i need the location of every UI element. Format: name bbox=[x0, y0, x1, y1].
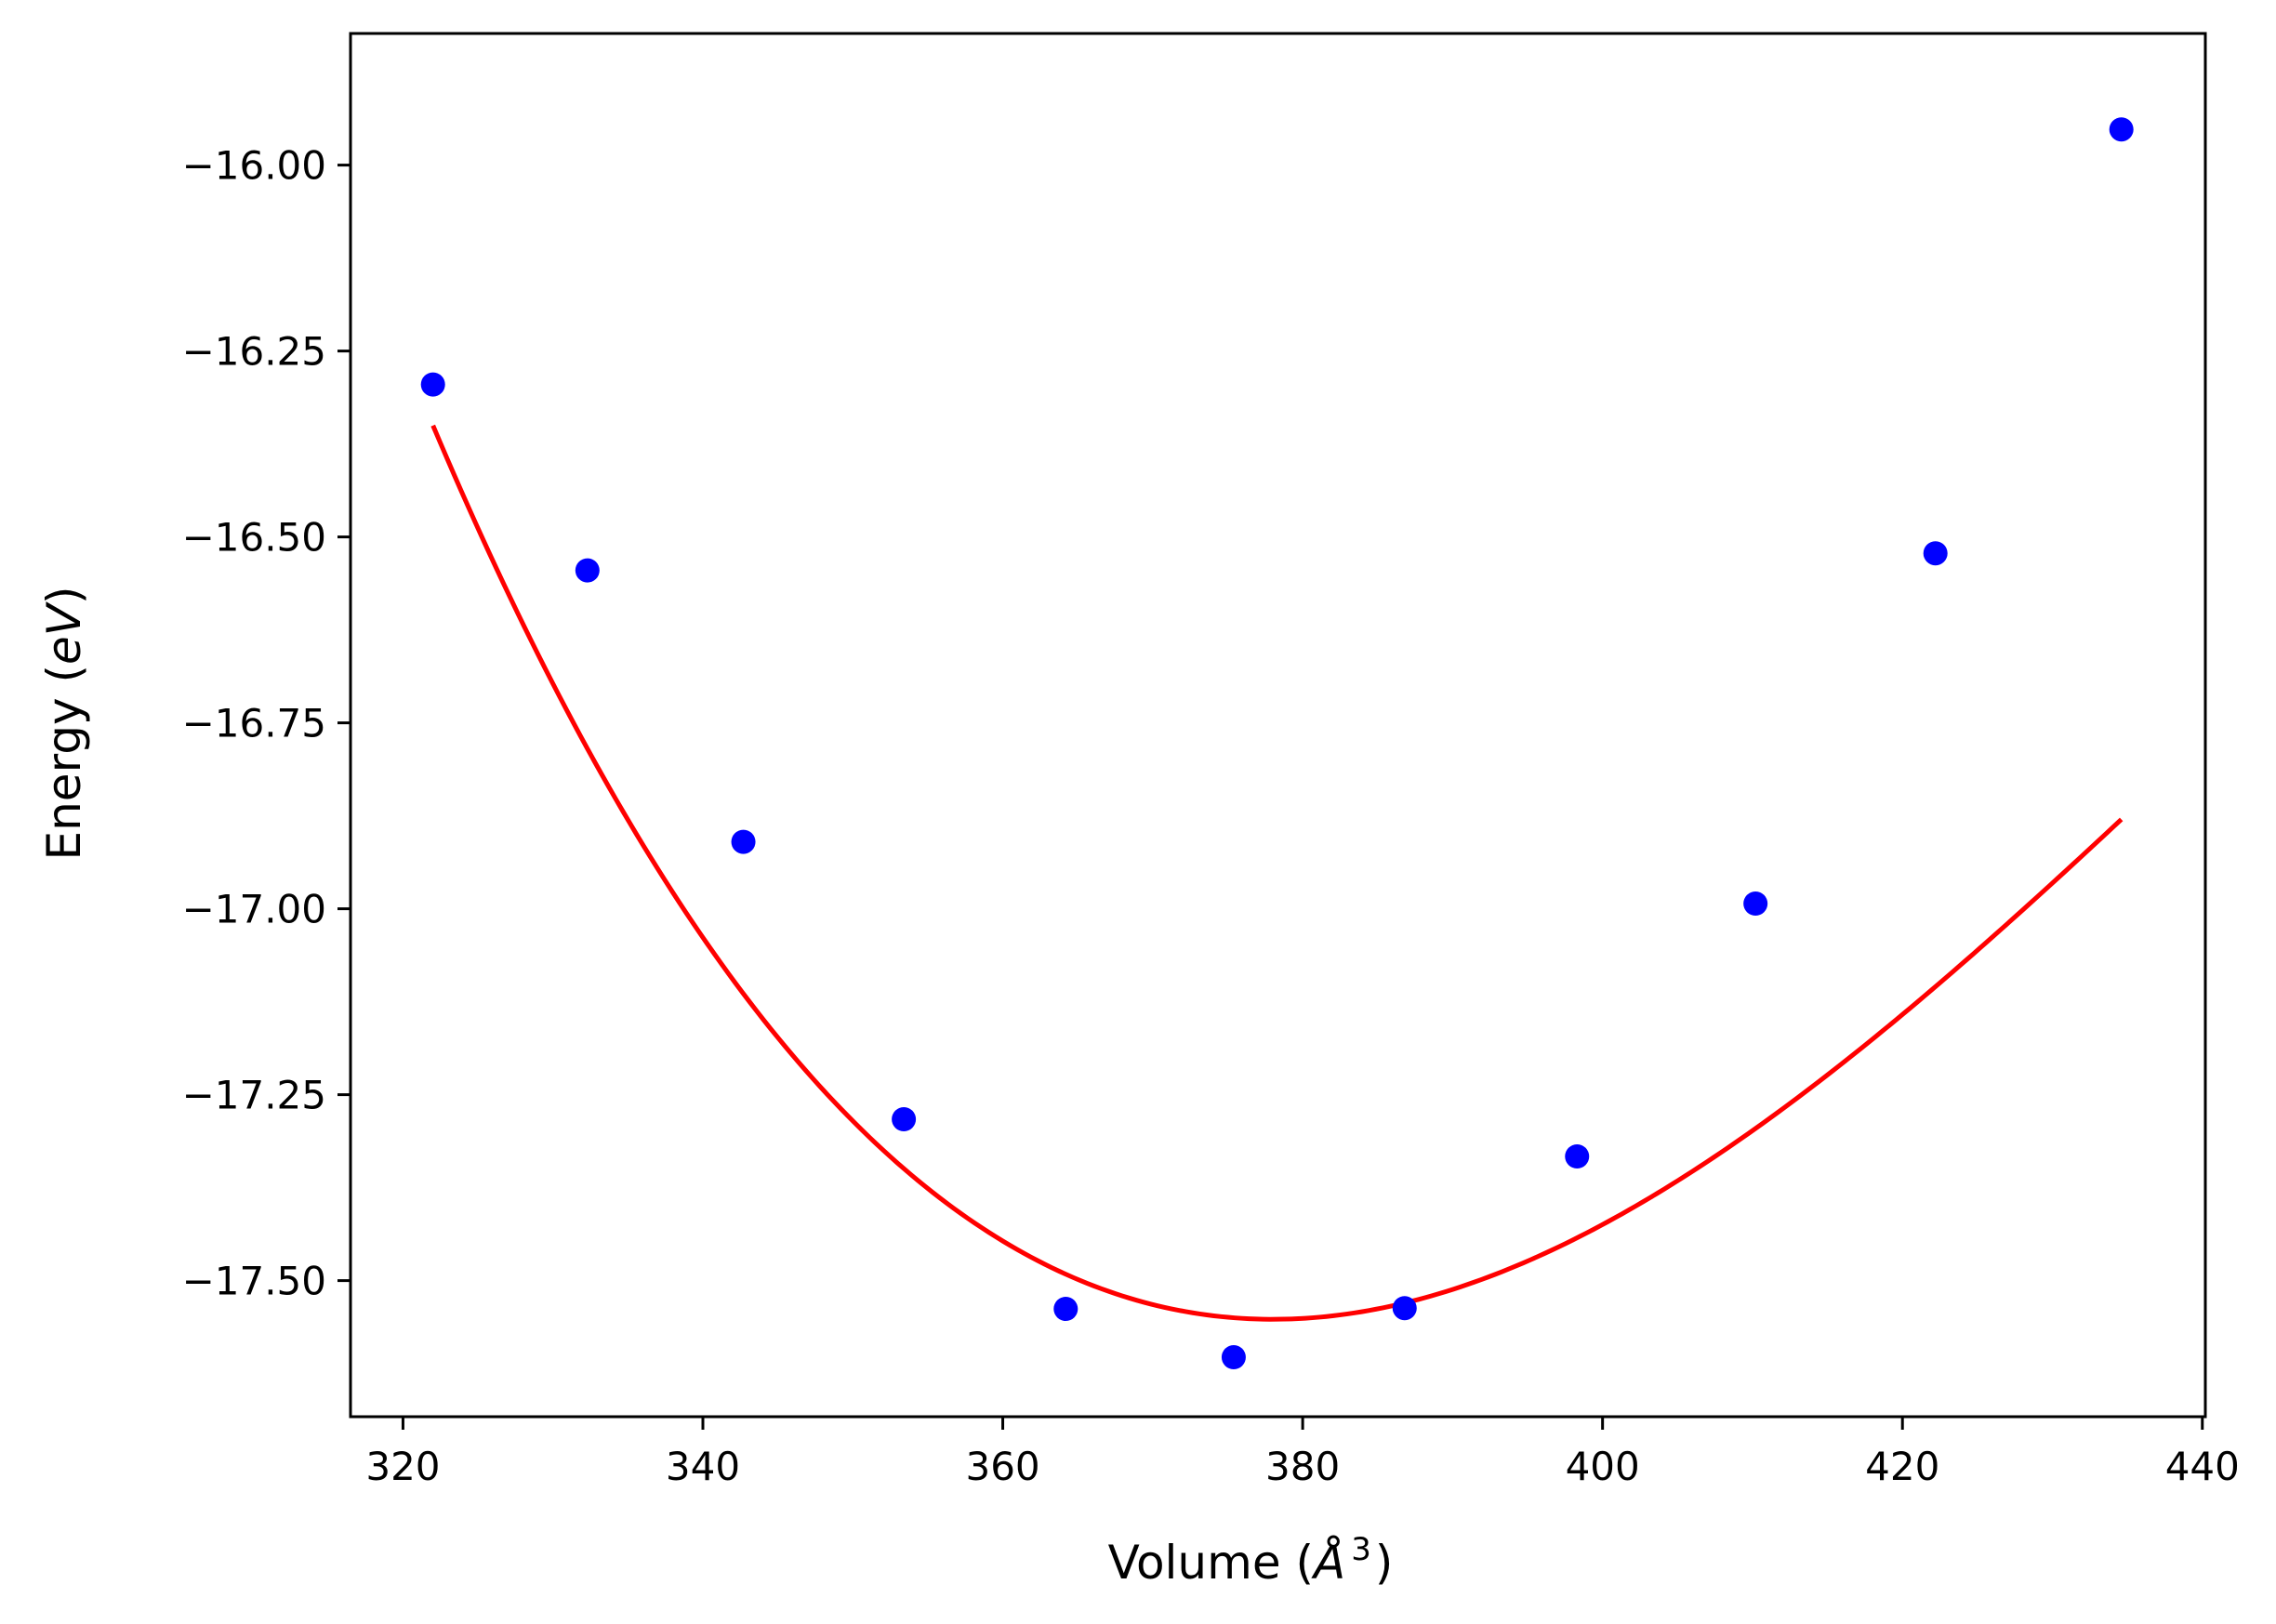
fit-curve-layer bbox=[430, 424, 2124, 1322]
x-tick-label: 380 bbox=[1265, 1444, 1340, 1489]
data-point bbox=[892, 1107, 917, 1131]
fit-curve bbox=[430, 424, 2124, 1322]
y-axis-label-main: Energy ( bbox=[37, 665, 91, 860]
x-axis-label-sup: 3 bbox=[1351, 1531, 1371, 1568]
y-axis-label-end: ) bbox=[37, 587, 91, 605]
y-tick-label: −16.25 bbox=[182, 329, 326, 375]
y-tick-label: −17.50 bbox=[182, 1259, 326, 1304]
y-tick-label: −17.00 bbox=[182, 887, 326, 932]
data-point bbox=[1392, 1296, 1417, 1321]
y-tick-label: −16.75 bbox=[182, 701, 326, 746]
y-tick-label: −16.00 bbox=[182, 143, 326, 189]
data-point bbox=[2109, 117, 2134, 142]
x-tick-label: 340 bbox=[666, 1444, 740, 1489]
x-tick-label: 360 bbox=[965, 1444, 1039, 1489]
x-axis-label-unit: Å bbox=[1311, 1536, 1345, 1590]
data-point bbox=[1743, 891, 1768, 916]
y-tick-label: −17.25 bbox=[182, 1073, 326, 1118]
plot-frame bbox=[349, 32, 2207, 1419]
x-axis-label-main: Volume ( bbox=[1108, 1536, 1314, 1590]
x-axis-label-end: ) bbox=[1375, 1536, 1394, 1590]
data-point bbox=[575, 558, 600, 583]
data-point bbox=[420, 372, 445, 397]
data-point bbox=[1053, 1297, 1078, 1321]
y-tick-label: −16.50 bbox=[182, 515, 326, 561]
x-axis-ticks: 320 340 360 380 400 420 440 bbox=[365, 1417, 2240, 1489]
x-tick-label: 320 bbox=[365, 1444, 440, 1489]
y-axis-ticks: −16.00 −16.25 −16.50 −16.75 −17.00 −17.25 −17.… bbox=[182, 143, 351, 1304]
data-point bbox=[731, 829, 756, 854]
x-axis-label: Volume (Å 3) bbox=[1108, 1531, 1394, 1590]
data-point bbox=[1221, 1345, 1246, 1369]
data-points-layer bbox=[420, 117, 2134, 1369]
x-tick-label: 420 bbox=[1865, 1444, 1939, 1489]
data-point bbox=[1565, 1144, 1590, 1168]
x-tick-label: 440 bbox=[2165, 1444, 2240, 1489]
x-tick-label: 400 bbox=[1566, 1444, 1640, 1489]
y-axis-label-unit: eV bbox=[37, 601, 91, 665]
data-point bbox=[1923, 541, 1948, 566]
y-axis-label: Energy (eV) bbox=[37, 587, 91, 861]
